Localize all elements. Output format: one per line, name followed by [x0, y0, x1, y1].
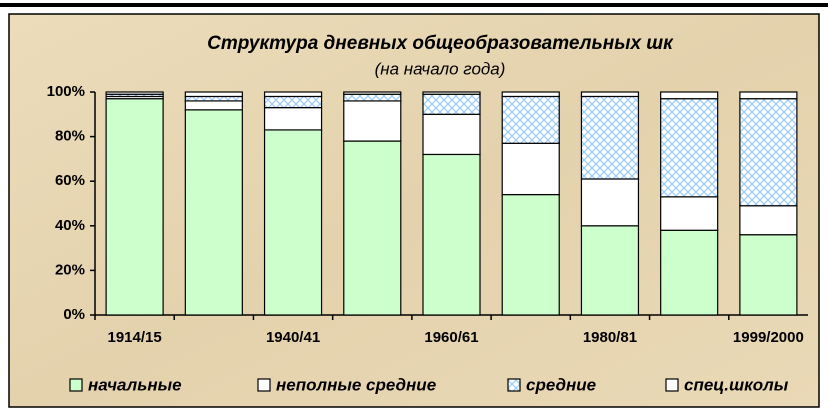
bar-segment — [184, 100, 243, 111]
bar-segment — [422, 91, 481, 95]
legend-swatch — [507, 378, 521, 392]
bar-segment — [343, 140, 402, 316]
bar-segment — [660, 91, 719, 100]
y-tick-label: 0% — [63, 306, 85, 323]
bar-segment — [184, 109, 243, 316]
bar-segment — [501, 193, 560, 316]
bar-segment — [739, 234, 798, 316]
bar-segment — [660, 196, 719, 231]
bar-segment — [660, 229, 719, 316]
bar-segment — [580, 95, 640, 180]
bar-segment — [739, 98, 798, 207]
y-tick-label: 80% — [55, 128, 85, 145]
bar-segment — [501, 142, 560, 196]
legend-swatch — [69, 378, 83, 392]
bar-segment — [501, 91, 560, 98]
x-tick-label: 1980/81 — [583, 329, 637, 346]
legend-swatch — [665, 378, 679, 392]
x-tick-label: 1940/41 — [266, 329, 320, 346]
legend-swatch — [257, 378, 271, 392]
bar-segment — [422, 113, 481, 156]
bar-segment — [343, 93, 402, 102]
y-tick-label: 100% — [47, 83, 85, 100]
legend-label: спец.школы — [684, 375, 789, 394]
bar-segment — [263, 95, 323, 109]
legend-label: средние — [526, 375, 596, 394]
chart-subtitle: (на начало года) — [375, 59, 506, 78]
bar-segment — [422, 153, 481, 316]
bar-segment — [739, 205, 798, 236]
x-tick-label: 1999/2000 — [733, 329, 804, 346]
y-tick-label: 60% — [55, 172, 85, 189]
bar-segment — [501, 95, 560, 144]
bar-segment — [343, 91, 402, 95]
bar-segment — [184, 91, 243, 98]
bar-segment — [660, 98, 719, 198]
bar-segment — [263, 107, 323, 131]
bar-segment — [739, 91, 798, 100]
x-tick-label: 1914/15 — [107, 329, 161, 346]
bar-segment — [580, 178, 640, 227]
legend-label: неполные средние — [276, 375, 436, 394]
bar-segment — [105, 91, 164, 95]
bar-segment — [263, 129, 323, 316]
bar-segment — [343, 100, 402, 142]
bar-segment — [580, 91, 640, 98]
x-tick-label: 1960/61 — [424, 329, 478, 346]
chart-title: Структура дневных общеобразовательных шк — [207, 33, 674, 54]
y-tick-label: 20% — [55, 261, 85, 278]
bar-segment — [422, 93, 481, 115]
y-tick-label: 40% — [55, 217, 85, 234]
bar-segment — [184, 95, 243, 102]
bar-segment — [105, 98, 164, 316]
bar-segment — [263, 91, 323, 98]
bar-segment — [580, 225, 640, 316]
legend-label: начальные — [88, 375, 182, 394]
